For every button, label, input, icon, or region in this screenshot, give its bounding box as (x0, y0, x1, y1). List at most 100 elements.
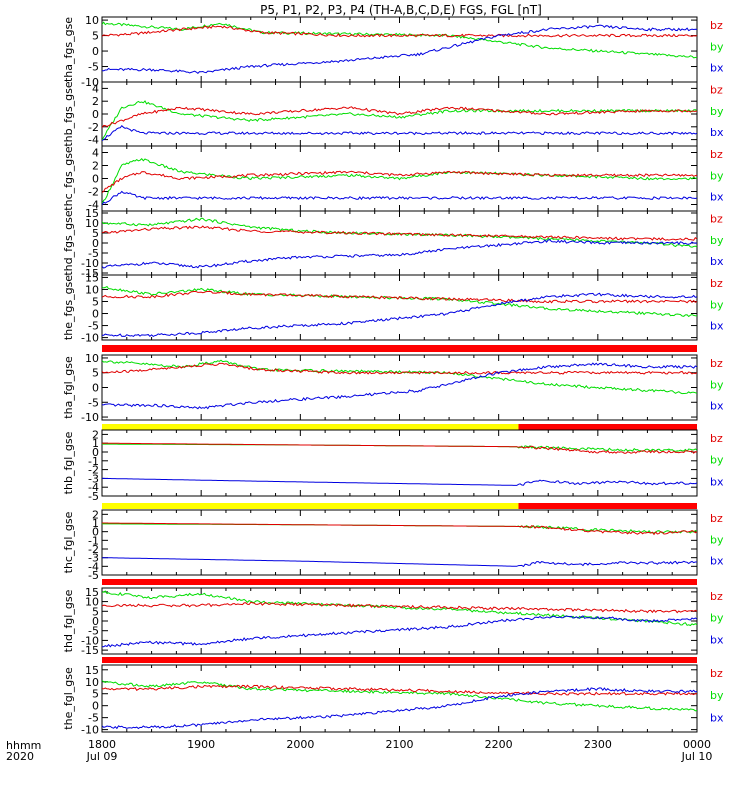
y-tick-label: 2 (92, 508, 99, 521)
y-tick-label: 10 (85, 596, 99, 609)
y-tick-label: -10 (81, 76, 99, 89)
status-bar-segment (102, 424, 519, 430)
y-tick-label: -10 (81, 634, 99, 647)
legend-entry-bz: bz (710, 512, 723, 525)
y-tick-label: -15 (81, 267, 99, 280)
y-tick-label: 5 (92, 295, 99, 308)
panel-frame (101, 429, 698, 497)
series-line-bx (102, 477, 697, 486)
legend-entry-by: by (710, 612, 724, 625)
y-tick-label: -5 (88, 61, 99, 74)
y-tick-label: -4 (88, 481, 99, 494)
legend-entry-bx: bx (710, 191, 724, 204)
legend-entry-bz: bz (710, 590, 723, 603)
legend-entry-by: by (710, 234, 724, 247)
panel-frame (101, 509, 698, 576)
y-tick-label: 0 (92, 45, 99, 58)
legend-entry-bx: bx (710, 62, 724, 75)
panel-frame (101, 664, 698, 733)
legend-entry-bx: bx (710, 555, 724, 568)
series-line-bz (102, 170, 697, 193)
y-axis-label: thd_fgl_gse (62, 589, 75, 652)
legend-entry-by: by (710, 105, 724, 118)
y-tick-label: -4 (88, 560, 99, 573)
status-bar-segment (102, 579, 697, 585)
y-tick-label: -5 (88, 396, 99, 409)
series-line-bz (102, 522, 697, 536)
y-tick-label: 2 (92, 160, 99, 173)
y-tick-label: -3 (88, 472, 99, 485)
y-axis-label: thc_fgl_gse (62, 511, 75, 573)
y-axis-label: thd_fgs_gse (62, 210, 75, 276)
y-tick-label: 10 (85, 352, 99, 365)
y-tick-label: -5 (88, 247, 99, 260)
series-line-bx (102, 557, 697, 568)
y-tick-label: 5 (92, 227, 99, 240)
series-line-bx (102, 615, 697, 648)
series-line-bx (102, 239, 697, 269)
status-bar-segment (518, 503, 697, 509)
y-axis-label: tha_fgs_gse (62, 17, 75, 82)
x-tick-label: 2000 (286, 738, 314, 751)
y-axis-label: thb_fgs_gse (62, 81, 75, 147)
x-tick-date: Jul 10 (681, 750, 713, 763)
panel-thc-fgl-gse: 210-1-2-3-4-5 thc_fgl_gse bz by bx (62, 503, 724, 582)
series-line-bx (102, 190, 697, 206)
series-line-bz (102, 601, 697, 614)
series-line-bz (102, 106, 697, 128)
x-tick-label: 2300 (584, 738, 612, 751)
series-line-by (102, 359, 697, 395)
y-tick-label: 5 (92, 30, 99, 43)
x-tick-label: 2100 (386, 738, 414, 751)
y-tick-label: 0 (92, 382, 99, 395)
y-tick-label: 5 (92, 688, 99, 701)
y-tick-label: 0 (92, 526, 99, 539)
y-tick-label: -2 (88, 186, 99, 199)
plot-title: P5, P1, P2, P3, P4 (TH-A,B,C,D,E) FGS, F… (260, 3, 542, 17)
y-axis-label: thc_fgs_gse (62, 146, 75, 211)
series-line-bx (102, 24, 697, 74)
y-tick-label: 15 (85, 207, 99, 220)
panel-frame (101, 274, 698, 341)
legend-entry-by: by (710, 689, 724, 702)
y-tick-label: 15 (85, 664, 99, 677)
series-line-bz (102, 225, 697, 241)
y-tick-label: 10 (85, 283, 99, 296)
y-tick-label: -5 (88, 490, 99, 503)
y-tick-label: 0 (92, 615, 99, 628)
y-axis-label: the_fgl_gse (62, 667, 75, 730)
legend-entry-bx: bx (710, 126, 724, 139)
legend-entry-by: by (710, 40, 724, 53)
y-tick-label: 10 (85, 676, 99, 689)
y-tick-label: -5 (88, 625, 99, 638)
x-tick-date: Jul 09 (86, 750, 118, 763)
y-tick-label: -10 (81, 257, 99, 270)
series-line-by (102, 680, 697, 712)
x-tick-label: 2200 (485, 738, 513, 751)
y-tick-label: -4 (88, 199, 99, 212)
legend-entry-bx: bx (710, 633, 724, 646)
panel-tha-fgs-gse: 10 5 0 -5 -10 tha_fgs_gse bz by bx (62, 14, 724, 89)
y-tick-label: 5 (92, 367, 99, 380)
y-tick-label: 5 (92, 605, 99, 618)
y-tick-label: -1 (88, 534, 99, 547)
status-bar-segment (518, 424, 697, 430)
y-tick-label: 0 (92, 237, 99, 250)
legend-entry-bz: bz (710, 84, 723, 97)
y-tick-label: -10 (81, 411, 99, 424)
y-axis-label: tha_fgl_gse (62, 356, 75, 419)
y-tick-label: -3 (88, 552, 99, 565)
legend-entry-bx: bx (710, 400, 724, 413)
legend-entry-bx: bx (710, 320, 724, 333)
y-tick-label: -5 (88, 712, 99, 725)
y-axis-label: the_fgs_gse (62, 275, 75, 340)
series-line-bz (102, 684, 697, 696)
legend-entry-bz: bz (710, 667, 723, 680)
series-line-bz (102, 290, 697, 304)
legend-entry-by: by (710, 298, 724, 311)
